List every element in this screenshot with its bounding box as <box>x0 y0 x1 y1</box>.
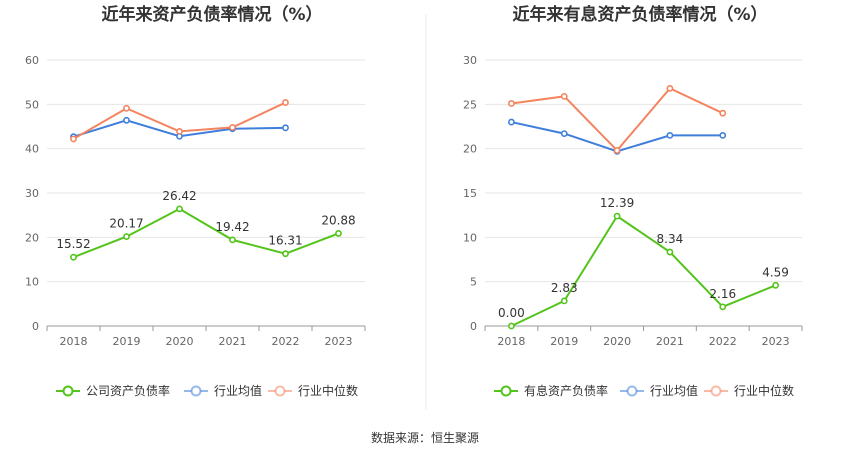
x-tick-label: 2021 <box>656 335 684 348</box>
data-label: 12.39 <box>600 196 634 210</box>
x-tick-label: 2020 <box>603 335 631 348</box>
data-point <box>176 205 183 213</box>
data-label: 19.42 <box>215 220 249 234</box>
x-tick-label: 2019 <box>550 335 578 348</box>
data-point <box>70 253 77 261</box>
x-tick-label: 2022 <box>709 335 737 348</box>
data-point <box>719 109 727 117</box>
legend-swatch-marker <box>190 385 202 397</box>
data-point <box>282 99 289 106</box>
legend-item: 行业中位数 <box>704 383 794 398</box>
data-label: 26.42 <box>162 189 196 203</box>
data-point <box>70 135 77 143</box>
legend-label: 行业中位数 <box>298 383 358 398</box>
data-point <box>508 100 515 107</box>
data-point <box>176 127 183 135</box>
y-tick-label: 20 <box>25 231 39 244</box>
x-tick-label: 2018 <box>60 335 88 348</box>
chart-title: 近年来资产负债率情况（%） <box>101 4 322 25</box>
data-point <box>229 123 236 131</box>
data-point <box>772 281 779 289</box>
y-tick-label: 0 <box>32 320 39 333</box>
data-point <box>123 104 130 112</box>
data-point <box>719 131 727 139</box>
legend-swatch-marker <box>626 385 638 397</box>
data-point <box>123 233 130 240</box>
data-point <box>282 124 289 132</box>
data-label: 2.83 <box>551 281 578 295</box>
legend-label: 行业均值 <box>650 383 698 398</box>
y-tick-label: 30 <box>25 187 39 200</box>
y-tick-label: 20 <box>463 143 477 156</box>
data-point <box>666 248 674 256</box>
data-point <box>508 118 515 126</box>
y-tick-label: 30 <box>463 54 477 67</box>
data-point <box>666 84 674 92</box>
data-label: 20.17 <box>109 217 143 231</box>
legend-item: 有息资产负债率 <box>494 383 608 398</box>
series-line <box>511 121 723 153</box>
data-point <box>560 130 568 137</box>
y-tick-label: 15 <box>463 187 477 200</box>
interest-bearing-debt-ratio-chart: 近年来有息资产负债率情况（%） 0 5 10 15 20 25 30 2018 2019 2020… <box>463 4 803 398</box>
series-line <box>510 214 776 327</box>
data-label: 0.00 <box>498 306 525 320</box>
y-tick-label: 10 <box>25 276 39 289</box>
y-tick-label: 25 <box>463 98 477 111</box>
y-tick-label: 0 <box>470 320 477 333</box>
legend-label: 公司资产负债率 <box>86 383 170 398</box>
data-label: 20.88 <box>321 213 355 227</box>
legend-item: 公司资产负债率 <box>56 383 170 398</box>
x-tick-label: 2019 <box>113 335 141 348</box>
debt-ratio-chart: 近年来资产负债率情况（%） 0 10 20 30 40 50 60 2018 2019 2020 2… <box>25 4 366 398</box>
data-point <box>613 147 621 154</box>
x-tick-label: 2018 <box>497 335 525 348</box>
legend-swatch-marker <box>710 385 722 397</box>
data-point <box>282 250 289 258</box>
legend-item: 行业均值 <box>620 383 698 398</box>
data-point <box>666 131 674 139</box>
legend-label: 行业中位数 <box>734 383 794 398</box>
data-point <box>719 303 727 311</box>
legend-item: 行业均值 <box>184 383 262 398</box>
legend-swatch-marker <box>500 385 512 397</box>
legend-item: 行业中位数 <box>268 383 358 398</box>
y-tick-label: 10 <box>463 231 477 244</box>
data-point <box>123 116 130 124</box>
data-point <box>560 297 568 305</box>
y-tick-label: 60 <box>25 54 39 67</box>
x-tick-label: 2020 <box>166 335 194 348</box>
series-line <box>511 87 724 152</box>
data-point <box>229 236 236 244</box>
legend-swatch-marker <box>274 385 286 397</box>
series-line <box>73 207 339 259</box>
x-tick-label: 2022 <box>272 335 300 348</box>
x-tick-label: 2023 <box>762 335 790 348</box>
legend-label: 行业均值 <box>214 383 262 398</box>
data-point <box>335 230 342 237</box>
y-tick-label: 50 <box>25 98 39 111</box>
legend-label: 有息资产负债率 <box>524 383 608 398</box>
data-label: 4.59 <box>762 265 789 279</box>
data-point <box>613 212 621 220</box>
source-label: 数据来源：恒生聚源 <box>371 430 479 445</box>
data-label: 16.31 <box>268 234 302 248</box>
x-tick-label: 2021 <box>219 335 247 348</box>
y-tick-label: 40 <box>25 143 39 156</box>
data-point <box>560 92 568 100</box>
chart-title: 近年来有息资产负债率情况（%） <box>512 4 767 25</box>
data-label: 2.16 <box>709 287 736 301</box>
data-label: 15.52 <box>56 237 90 251</box>
legend-swatch-marker <box>62 385 74 397</box>
data-label: 8.34 <box>657 232 684 246</box>
y-tick-label: 5 <box>470 276 477 289</box>
x-tick-label: 2023 <box>325 335 353 348</box>
data-point <box>508 322 515 330</box>
